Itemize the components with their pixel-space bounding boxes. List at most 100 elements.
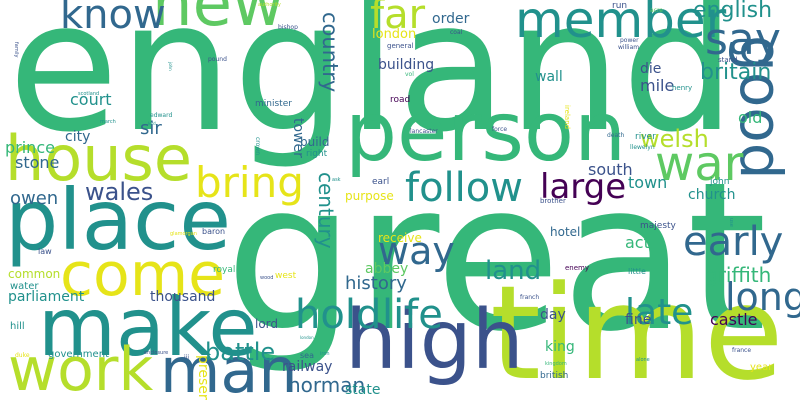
word-power: power [620, 37, 639, 44]
word-thousand: thousand [150, 289, 216, 305]
word-law: law [38, 247, 52, 256]
word-authority: authority [258, 2, 281, 8]
word-land: land [485, 256, 542, 286]
word-minister: minister [255, 99, 292, 109]
word-early: early [683, 219, 784, 265]
word-royal: royal [213, 265, 236, 275]
word-know: know [60, 0, 166, 38]
word-railway: railway [282, 359, 333, 375]
word-bring: bring [195, 158, 304, 207]
word-man: man [160, 334, 298, 400]
word-acre: acre [650, 7, 664, 14]
word-large: large [540, 167, 627, 207]
word-old: old [738, 108, 763, 127]
word-britain: britain [700, 60, 772, 85]
word-hold: hold [295, 292, 382, 338]
word-fine: fine [625, 312, 652, 328]
word-stone: stone [15, 153, 60, 172]
word-state: state [345, 382, 381, 398]
word-majesty: majesty [640, 221, 676, 231]
word-country: country [318, 12, 342, 93]
word-town: town [628, 173, 668, 192]
word-general: general [387, 42, 414, 50]
word-welsh: welsh [640, 125, 709, 153]
word-life: life [382, 292, 443, 338]
word-pound: pound [208, 56, 227, 63]
word-receive: receive [378, 231, 422, 245]
word-right: right [306, 149, 328, 159]
word-build: build [300, 135, 330, 149]
word-lancaster: lancaster [410, 128, 438, 135]
word-far: far [370, 0, 426, 38]
word-english: english [693, 0, 773, 23]
word-prince: prince [5, 138, 55, 157]
word-long: long [725, 275, 800, 319]
word-wood: wood [260, 275, 274, 281]
word-alone: alone [636, 357, 650, 363]
word-place: place [5, 171, 231, 269]
word-die: die [640, 61, 662, 77]
word-john: john [168, 62, 173, 71]
word-iii: iii [184, 354, 190, 361]
word-london: london [300, 335, 314, 340]
word-france: france [732, 347, 752, 354]
word-edward: edward [150, 112, 173, 119]
word-building: building [378, 57, 435, 73]
word-river: river [635, 132, 656, 142]
word-scotland: scotland [78, 91, 100, 97]
word-sir: sir [140, 118, 162, 139]
word-make: make [38, 281, 258, 374]
word-south: south [588, 160, 633, 179]
word-bishop: bishop [278, 24, 298, 31]
word-history: history [345, 273, 407, 294]
word-william: william [618, 44, 640, 51]
word-kingdom: kingdom [545, 361, 567, 367]
word-use: use [728, 218, 734, 227]
word-brother: brother [540, 197, 566, 205]
word-house: house [5, 122, 192, 195]
word-glamorgan: glamorgan [170, 231, 197, 237]
word-hotel: hotel [550, 225, 581, 239]
word-enclosure: enclosure [144, 350, 169, 356]
word-british: british [540, 371, 569, 381]
word-hill: hill [10, 321, 25, 332]
word-purpose: purpose [345, 189, 394, 203]
word-owen: owen [10, 188, 59, 209]
word-lord: lord [148, 121, 156, 126]
word-year: year [750, 362, 773, 373]
word-castle: castle [710, 310, 758, 329]
word-present: present [195, 355, 211, 400]
word-duke: duke [15, 352, 30, 359]
word-order: order [432, 11, 470, 27]
word-road: road [390, 95, 411, 105]
word-city: city [65, 129, 91, 145]
word-time: time [490, 257, 784, 400]
word-vol: vol [405, 71, 414, 78]
word-government: government [48, 349, 109, 360]
word-act: act [625, 233, 650, 252]
word-mile: mile [640, 76, 675, 95]
word-king: king [545, 339, 575, 355]
word-stand: stand [718, 56, 738, 64]
word-sea: sea [300, 351, 314, 360]
word-water: water [10, 281, 39, 292]
word-coal: coal [450, 29, 463, 36]
word-come: come [60, 240, 226, 310]
word-new: new [152, 0, 285, 41]
word-baron: baron [202, 227, 226, 236]
word-norman: norman [288, 373, 366, 397]
word-london: london [372, 27, 417, 42]
word-abbey: abbey [365, 261, 409, 277]
word-way: way [378, 229, 455, 273]
word-henry: henry [672, 84, 693, 92]
word-force: force [492, 126, 508, 133]
word-parliament: parliament [8, 289, 85, 305]
word-enemy: enemy [565, 264, 590, 272]
word-work: work [8, 335, 154, 400]
word-march: march [100, 119, 116, 125]
word-death: death [607, 132, 625, 139]
word-griffith: griffith [705, 263, 772, 287]
word-john: john [710, 177, 730, 187]
word-ask: ask [332, 177, 341, 183]
word-battle: battle [205, 338, 276, 366]
